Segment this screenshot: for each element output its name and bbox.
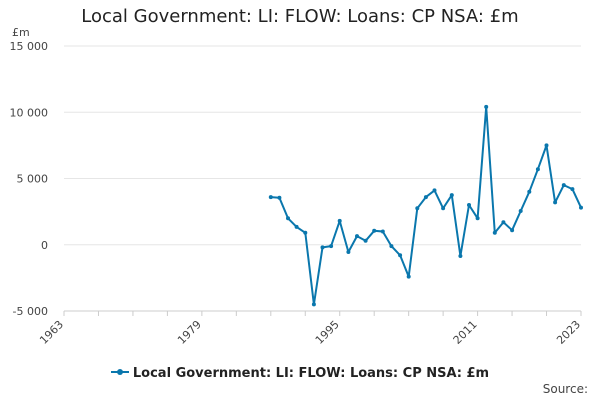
data-point (286, 216, 290, 221)
data-point (415, 206, 420, 211)
data-point (311, 302, 316, 307)
data-point (320, 245, 325, 250)
data-point (449, 193, 454, 198)
chart-title: Local Government: LI: FLOW: Loans: CP NS… (81, 6, 519, 27)
data-point (268, 195, 273, 200)
data-point (501, 220, 506, 225)
data-point (527, 189, 532, 194)
y-tick-label: 0 (41, 239, 48, 252)
data-point (432, 188, 437, 193)
data-point (579, 205, 583, 210)
y-tick-label: -5 000 (13, 305, 48, 318)
data-point (355, 234, 359, 239)
legend[interactable]: Local Government: LI: FLOW: Loans: CP NS… (0, 366, 600, 381)
data-point (363, 238, 368, 243)
data-point (441, 206, 446, 211)
series-line (270, 105, 582, 306)
data-point (423, 195, 428, 200)
legend-label: Local Government: LI: FLOW: Loans: CP NS… (132, 366, 490, 381)
y-tick-label: 15 000 (10, 40, 49, 53)
y-tick-label: 5 000 (17, 173, 49, 186)
data-point (277, 195, 282, 200)
legend-line-marker (110, 368, 129, 375)
source-label: Source: (542, 382, 588, 396)
data-point (561, 183, 566, 188)
data-point (380, 229, 385, 234)
data-point (389, 244, 394, 249)
data-point (544, 143, 549, 148)
data-point (398, 253, 403, 258)
x-tick-label: 2011 (451, 318, 480, 347)
x-tick-label: 1995 (313, 318, 342, 347)
y-axis-unit-label: £m (12, 26, 30, 39)
data-point (458, 254, 463, 258)
data-point (346, 250, 351, 254)
data-point (337, 218, 342, 223)
data-point (484, 104, 489, 109)
data-point (467, 203, 471, 207)
data-point (510, 228, 515, 233)
data-point (372, 228, 377, 233)
data-point (475, 216, 480, 221)
data-point (518, 209, 523, 213)
x-tick-label: 1963 (37, 318, 66, 347)
data-point (553, 200, 558, 205)
data-point (294, 224, 299, 229)
x-tick-label: 1979 (175, 318, 204, 347)
data-point (570, 187, 575, 192)
data-point (329, 244, 334, 249)
data-point (303, 230, 308, 235)
data-point (535, 167, 540, 172)
x-tick-label: 2023 (554, 318, 583, 347)
data-point (492, 230, 497, 235)
data-point (406, 274, 411, 279)
y-tick-label: 10 000 (10, 106, 49, 119)
